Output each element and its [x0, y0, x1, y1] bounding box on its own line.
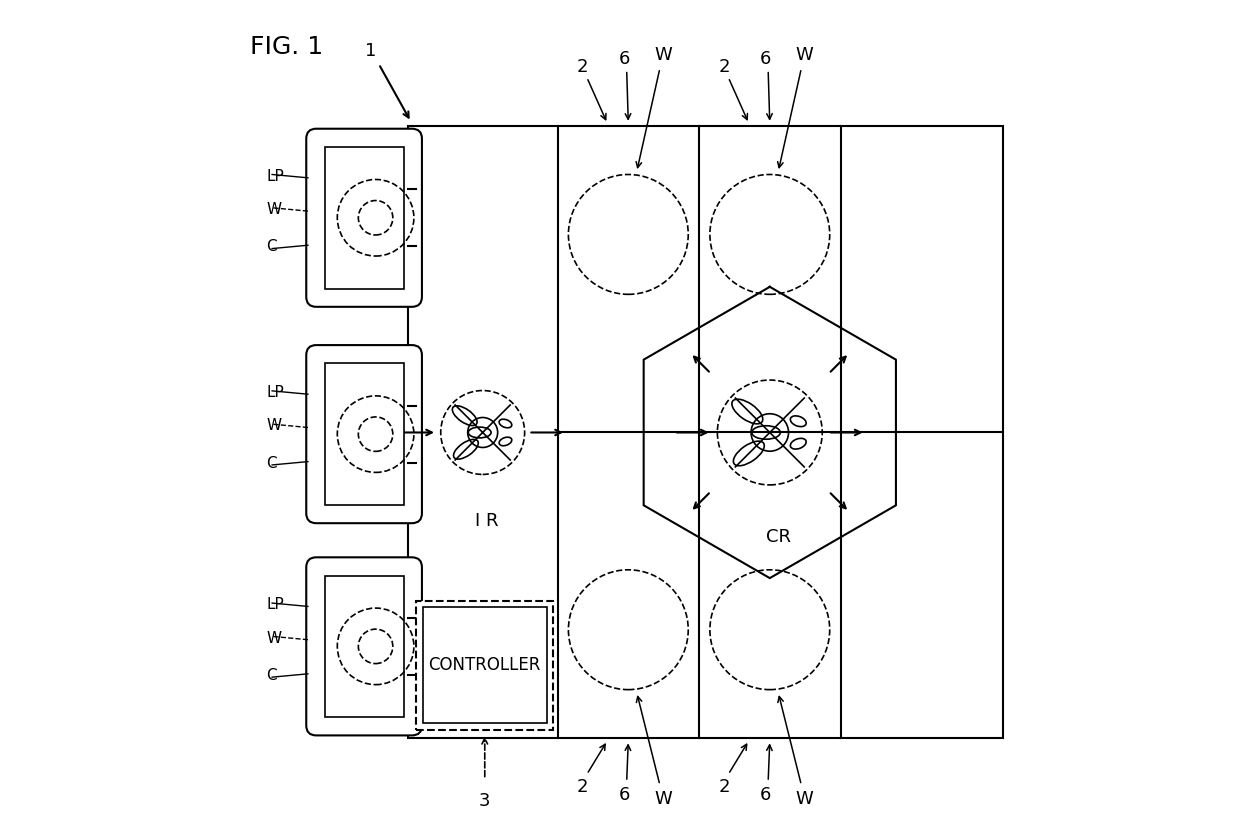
Text: CONTROLLER: CONTROLLER: [429, 656, 541, 674]
Bar: [408, 126, 1003, 738]
Text: FIG. 1: FIG. 1: [249, 35, 322, 58]
Text: W: W: [796, 46, 813, 63]
FancyBboxPatch shape: [306, 129, 422, 306]
Text: 2: 2: [718, 58, 730, 76]
Text: 6: 6: [619, 787, 630, 804]
Bar: [423, 607, 547, 723]
Text: 6: 6: [760, 787, 771, 804]
Text: W: W: [796, 790, 813, 807]
Text: LP: LP: [267, 597, 284, 612]
Text: 2: 2: [718, 778, 730, 796]
Text: W: W: [267, 630, 281, 645]
Bar: [325, 363, 404, 505]
Text: W: W: [267, 202, 281, 217]
Text: C: C: [267, 456, 277, 471]
Text: C: C: [267, 240, 277, 255]
Text: W: W: [655, 46, 672, 63]
Text: C: C: [267, 668, 277, 683]
Text: W: W: [267, 418, 281, 433]
Text: LP: LP: [267, 385, 284, 400]
Bar: [325, 575, 404, 717]
Text: LP: LP: [267, 169, 284, 184]
Text: 1: 1: [365, 42, 376, 59]
Bar: [417, 600, 553, 730]
Text: I R: I R: [475, 512, 498, 529]
FancyBboxPatch shape: [306, 345, 422, 524]
Text: 2: 2: [577, 58, 588, 76]
FancyBboxPatch shape: [306, 557, 422, 736]
Text: 6: 6: [760, 50, 771, 68]
Text: 6: 6: [619, 50, 630, 68]
Text: W: W: [655, 790, 672, 807]
Text: CR: CR: [765, 529, 791, 546]
Text: 3: 3: [479, 792, 491, 810]
Text: 2: 2: [577, 778, 588, 796]
Bar: [325, 147, 404, 289]
